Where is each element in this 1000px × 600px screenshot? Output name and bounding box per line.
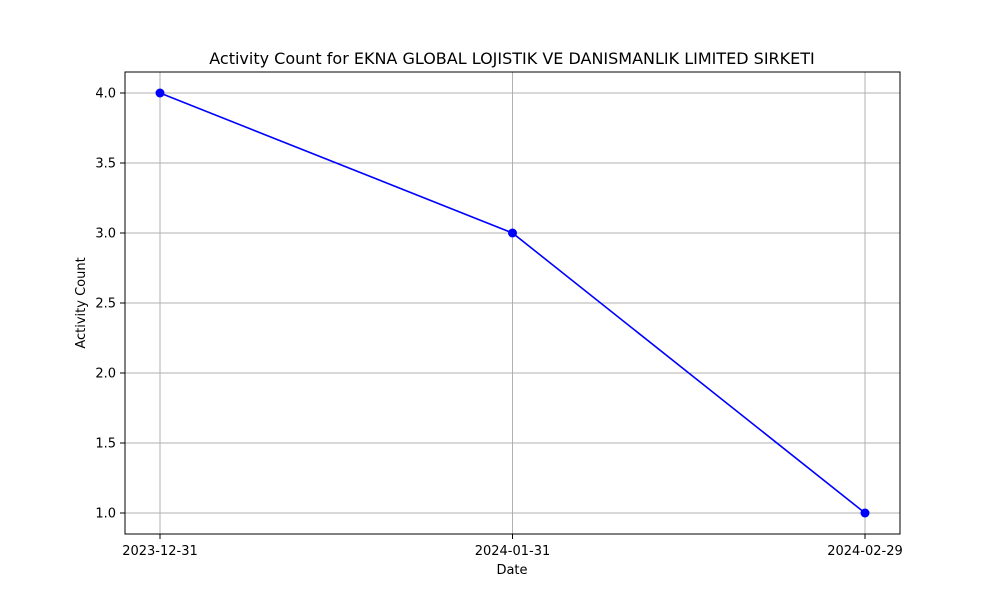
plot-area xyxy=(155,88,870,518)
y-tick-label: 3.5 xyxy=(95,157,116,172)
data-point xyxy=(155,88,165,98)
y-tick-label: 2.5 xyxy=(95,297,116,312)
data-point xyxy=(860,508,870,518)
y-tick-label: 2.0 xyxy=(95,367,116,382)
y-tick-label: 1.0 xyxy=(95,507,116,522)
x-tick-label: 2024-02-29 xyxy=(827,544,903,559)
grid xyxy=(125,72,900,534)
data-point xyxy=(508,228,517,238)
x-axis-label: Date xyxy=(496,563,527,578)
y-tick-label: 1.5 xyxy=(95,437,116,452)
x-tick-label: 2024-01-31 xyxy=(475,544,551,559)
x-tick-label: 2023-12-31 xyxy=(122,544,198,559)
y-tick-label: 3.0 xyxy=(95,227,116,242)
axis-ticks: 1.0 1.5 2.0 2.5 3.0 3.5 4.0 2023-12-31 2024-01-3… xyxy=(95,87,902,560)
chart-title: Activity Count for EKNA GLOBAL LOJISTIK … xyxy=(209,49,815,68)
y-tick-label: 4.0 xyxy=(95,87,116,102)
y-axis-label: Activity Count xyxy=(74,257,89,348)
